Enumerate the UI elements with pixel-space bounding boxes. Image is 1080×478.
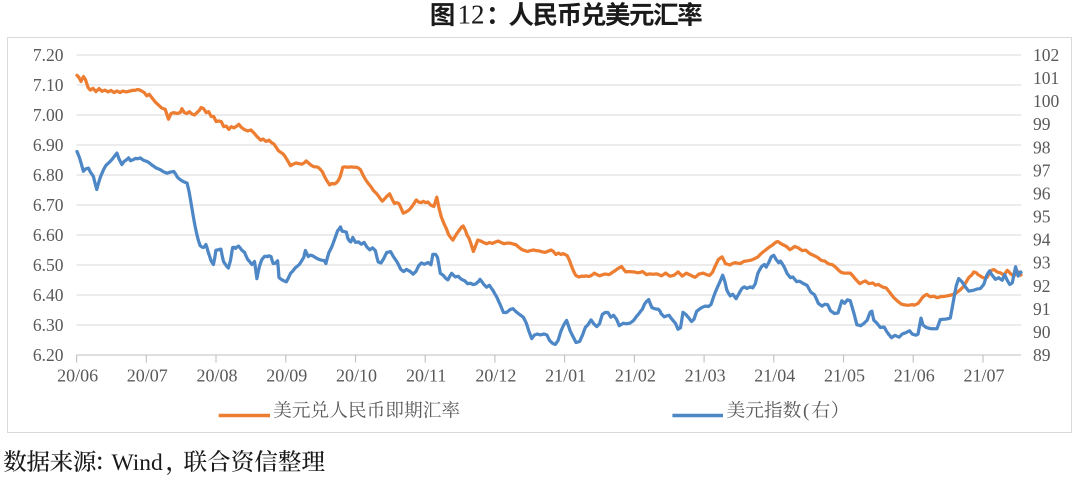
svg-text:100: 100 [1033,91,1060,111]
svg-text:6.20: 6.20 [33,345,64,365]
svg-text:98: 98 [1033,137,1051,157]
svg-text:6.90: 6.90 [33,135,64,155]
svg-text:21/04: 21/04 [754,366,795,386]
svg-text:101: 101 [1033,68,1059,88]
svg-text:20/06: 20/06 [57,366,98,386]
svg-text:6.80: 6.80 [33,165,64,185]
svg-text:102: 102 [1033,45,1059,65]
svg-text:Wind: Wind [112,450,164,476]
svg-text:6.60: 6.60 [33,225,64,245]
svg-text:20/12: 20/12 [475,366,516,386]
svg-text:21/07: 21/07 [963,366,1004,386]
svg-text:6.30: 6.30 [33,315,64,335]
svg-text:20/09: 20/09 [266,366,307,386]
svg-text:21/01: 21/01 [545,366,586,386]
svg-text:20/11: 20/11 [406,366,446,386]
svg-text:96: 96 [1033,184,1051,204]
svg-text:12: 12 [458,0,485,29]
svg-text:21/03: 21/03 [685,366,726,386]
svg-text:6.50: 6.50 [33,255,64,275]
svg-text:6.70: 6.70 [33,195,64,215]
svg-text:(: ( [803,401,809,422]
svg-text:99: 99 [1033,114,1051,134]
svg-text:7.00: 7.00 [33,105,64,125]
svg-text:20/08: 20/08 [196,366,237,386]
svg-text:91: 91 [1033,299,1051,319]
svg-text:21/06: 21/06 [894,366,935,386]
svg-text:20/07: 20/07 [127,366,168,386]
svg-text:95: 95 [1033,207,1051,227]
svg-text:7.20: 7.20 [33,45,64,65]
svg-text:94: 94 [1033,230,1051,250]
svg-text:92: 92 [1033,276,1051,296]
svg-text:21/02: 21/02 [615,366,656,386]
svg-text:7.10: 7.10 [33,75,64,95]
svg-text:90: 90 [1033,322,1051,342]
svg-text:6.40: 6.40 [33,285,64,305]
svg-text:21/05: 21/05 [824,366,865,386]
svg-text:89: 89 [1033,345,1051,365]
svg-text:93: 93 [1033,253,1051,273]
svg-text:20/10: 20/10 [336,366,377,386]
svg-text:97: 97 [1033,160,1051,180]
